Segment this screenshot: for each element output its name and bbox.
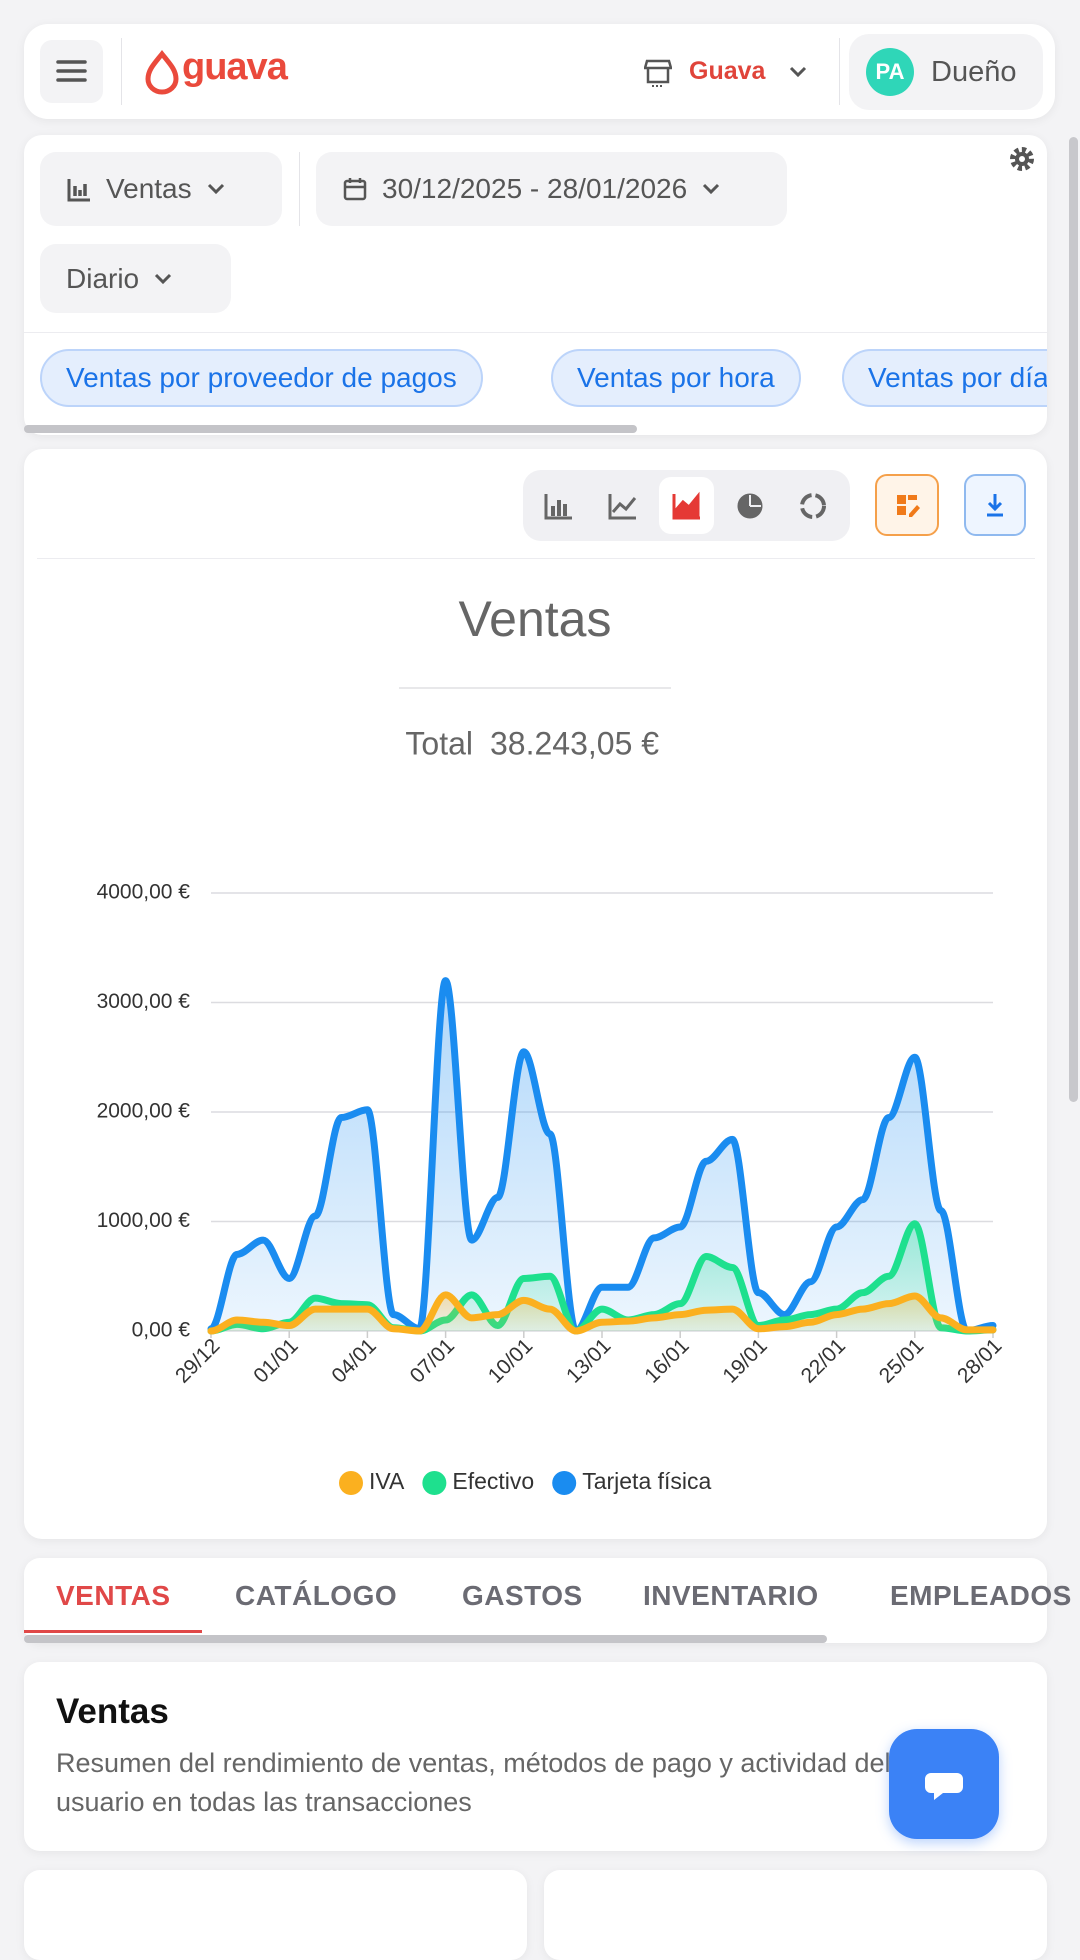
menu-icon	[56, 60, 87, 82]
avatar: PA	[866, 48, 914, 96]
legend-marker	[552, 1471, 577, 1495]
menu-button[interactable]	[40, 40, 103, 103]
page: Guava – Ventas {"header": {"logo": "guav…	[24, 24, 1080, 1960]
chevron	[207, 183, 224, 195]
section-card: Ventas Resumen del rendimiento de ventas…	[24, 1662, 1047, 1851]
date-select[interactable]: 30/12/2025 - 28/01/2026	[316, 152, 787, 226]
store-icon	[644, 59, 672, 87]
divider	[37, 558, 1035, 559]
x-tick-label: 10/01	[484, 1334, 537, 1387]
chart-type-toolbar	[523, 470, 850, 541]
chip[interactable]: Ventas por día	[842, 349, 1047, 407]
x-tick-label: 22/01	[797, 1334, 850, 1387]
header: guava Guava PA Dueño	[24, 24, 1055, 119]
tab[interactable]: EMPLEADOS	[890, 1580, 1072, 1611]
line	[207, 1291, 997, 1335]
tab[interactable]: INVENTARIO	[643, 1580, 819, 1611]
divider	[839, 38, 840, 105]
metric-label: Ventas	[106, 173, 192, 204]
y-tick-label: 3000,00 €	[97, 990, 191, 1013]
granularity-label: Diario	[66, 262, 140, 294]
total-value: 38.243,05 €	[490, 725, 659, 761]
chart-type-icons[interactable]	[523, 470, 850, 541]
x-tick-label: 29/12	[171, 1334, 224, 1387]
legend-marker	[339, 1471, 363, 1495]
page-body: guava Guava PA Dueño Ventas 30/12/2025 -…	[24, 24, 1080, 1960]
granularity-select[interactable]: Diario	[40, 244, 231, 313]
tabs-row: VENTAS CATÁLOGO GASTOS INVENTARIO EMPLEA…	[24, 1558, 1080, 1643]
chip[interactable]: Ventas por hora	[551, 349, 801, 407]
tab[interactable]: VENTAS	[56, 1580, 171, 1611]
legend-label: IVA	[369, 1468, 405, 1494]
page-scrollbar	[1069, 137, 1078, 1102]
section-description: Resumen del rendimiento de ventas, métod…	[56, 1748, 891, 1817]
date-label: 30/12/2025 - 28/01/2026	[382, 173, 688, 204]
tabs-scrollbar	[24, 1635, 827, 1643]
user-pill[interactable]: PA Dueño	[849, 34, 1043, 110]
divider	[24, 332, 1047, 333]
y-tick-label: 1000,00 €	[97, 1209, 191, 1232]
legend-label: Tarjeta física	[582, 1468, 711, 1494]
chevron	[703, 183, 720, 195]
chat-icon	[925, 1773, 963, 1800]
x-tick-label: 25/01	[875, 1334, 928, 1387]
line	[207, 1220, 997, 1335]
bar-icon	[67, 179, 90, 202]
x-tick-label: 01/01	[249, 1334, 302, 1387]
y-tick-label: 4000,00 €	[97, 881, 191, 904]
chart-title: Ventas	[459, 591, 612, 647]
customize-icon	[897, 495, 920, 517]
chips-row: Ventas por proveedor de pagos Ventas por…	[24, 340, 1047, 416]
tabs-card	[24, 1558, 1047, 1643]
logo-icon	[145, 50, 179, 95]
store-name[interactable]: Guava	[689, 57, 766, 85]
y-tick-label: 2000,00 €	[97, 1100, 191, 1123]
scroll-indicator	[24, 425, 637, 433]
chat-button[interactable]	[889, 1729, 999, 1839]
tab[interactable]: GASTOS	[462, 1580, 583, 1611]
x-tick-label: 28/01	[953, 1334, 1006, 1387]
total-label: Total	[405, 725, 473, 761]
chart-card	[24, 449, 1047, 1539]
chevron	[155, 273, 172, 284]
chevron	[789, 66, 807, 78]
settings-icon[interactable]	[1007, 144, 1037, 174]
x-tick-label: 16/01	[640, 1334, 693, 1387]
user-role: Dueño	[931, 56, 1017, 88]
calendar-icon	[343, 178, 367, 201]
x-tick-label: 13/01	[562, 1334, 615, 1387]
section-title: Ventas	[56, 1692, 169, 1731]
x-tick-label: 04/01	[327, 1334, 380, 1387]
metric-select[interactable]: Ventas	[40, 152, 282, 226]
customize-button[interactable]	[875, 474, 939, 536]
tab[interactable]: CATÁLOGO	[235, 1580, 398, 1611]
download-button[interactable]	[964, 474, 1026, 536]
logo-text: guava	[182, 46, 288, 88]
divider	[121, 38, 122, 105]
active-tab-underline	[24, 1630, 202, 1633]
chip[interactable]: Ventas por proveedor de pagos	[40, 349, 483, 407]
x-tick-label: 07/01	[406, 1334, 459, 1387]
y-tick-label: 0,00 €	[132, 1319, 191, 1342]
legend-label: Efectivo	[452, 1468, 534, 1494]
download-icon	[987, 494, 1003, 517]
legend-marker	[422, 1471, 447, 1495]
divider	[299, 152, 300, 226]
chart: Ventas Total 38.243,05 € 0,00 € 1000,00 €…	[97, 591, 1006, 1495]
x-tick-label: 19/01	[718, 1334, 771, 1387]
